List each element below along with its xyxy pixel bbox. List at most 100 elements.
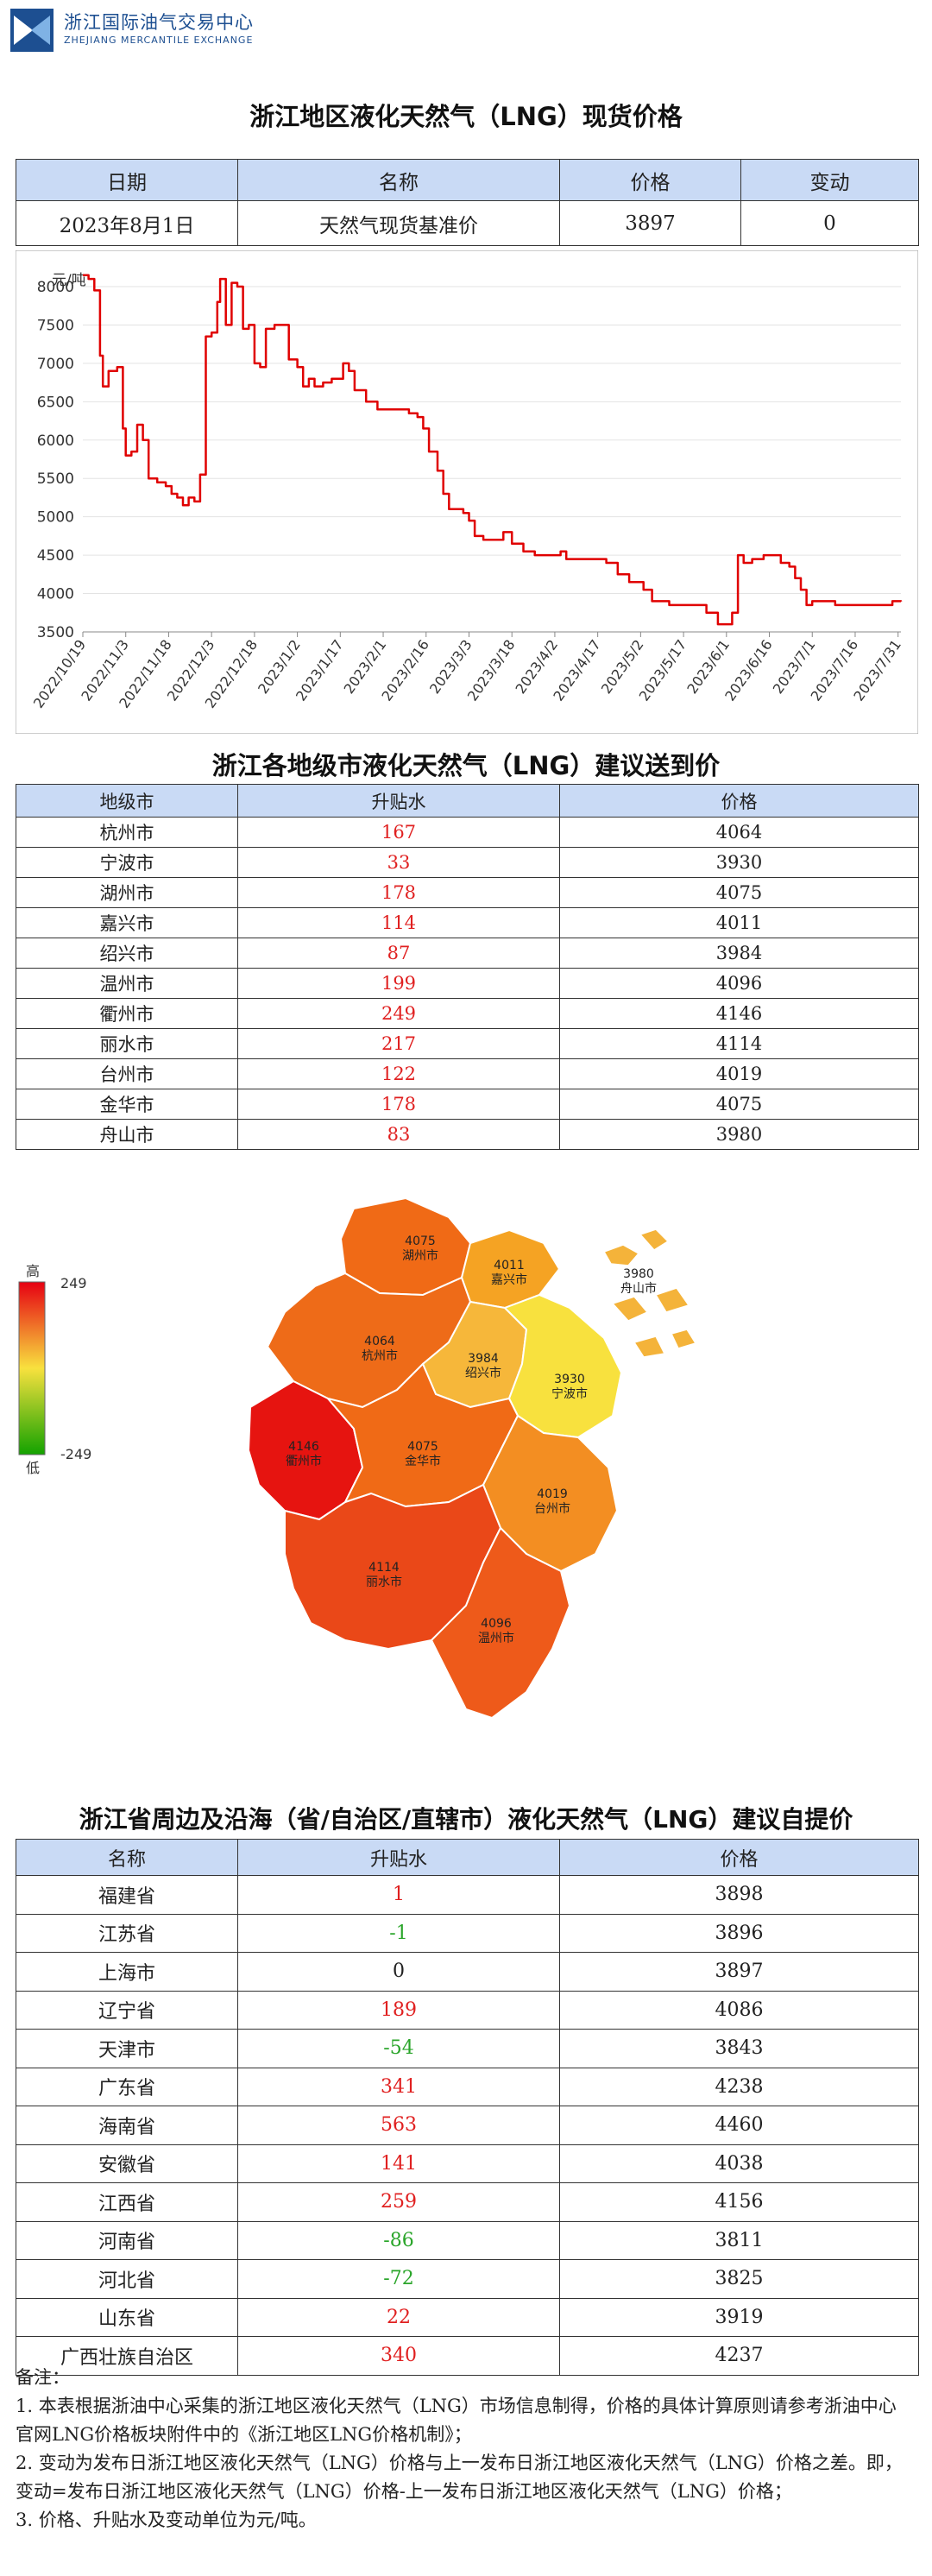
map-city-label: 杭州市 [362,1348,398,1363]
table-row: 舟山市 83 3980 [16,1119,919,1150]
city-name-cell: 舟山市 [16,1119,238,1150]
city-name-cell: 宁波市 [16,847,238,878]
price-cell: 3811 [559,2220,919,2260]
premium-cell: 167 [237,817,560,848]
price-cell: 4038 [559,2144,919,2183]
note-3: 3. 价格、升贴水及变动单位为元/吨。 [16,2510,317,2530]
premium-cell: 122 [237,1058,560,1089]
spot-price-title: 浙江地区液化天然气（LNG）现货价格 [249,102,683,131]
y-axis-label: 元/吨 [52,272,86,289]
premium-cell: 259 [237,2182,560,2222]
province-name-cell: 安徽省 [16,2144,238,2183]
date-cell: 2023年8月1日 [16,200,238,246]
column-header: 变动 [740,159,919,201]
premium-cell: 217 [237,1028,560,1059]
y-tick-label: 4500 [37,547,74,565]
price-cell: 4086 [559,1990,919,2030]
price-cell: 4238 [559,2067,919,2106]
province-name-cell: 上海市 [16,1952,238,1992]
column-header: 升贴水 [237,784,560,818]
map-city-label: 绍兴市 [465,1366,501,1380]
map-city-label: 台州市 [534,1501,570,1516]
price-cell: 3898 [559,1875,919,1915]
price-cell: 3825 [559,2259,919,2299]
map-price-label: 4114 [368,1561,400,1575]
y-tick-label: 5500 [37,470,74,488]
premium-cell: 141 [237,2144,560,2183]
y-tick-label: 3500 [37,624,74,641]
price-cell: 3930 [559,847,919,878]
price-cell: 3984 [559,938,919,969]
premium-cell: 178 [237,1089,560,1120]
exchange-name: 浙江国际油气交易中心 [64,12,254,33]
premium-cell: 22 [237,2297,560,2337]
premium-cell: 189 [237,1990,560,2030]
map-city-label: 衢州市 [286,1454,322,1468]
legend-min-label: -249 [60,1446,91,1462]
premium-cell: 87 [237,938,560,969]
table-header-row: 名称 升贴水 价格 [16,1839,919,1876]
city-price-title: 浙江各地级市液化天然气（LNG）建议送到价 [211,751,721,780]
price-cell: 4156 [559,2182,919,2222]
table-row: 河北省 -72 3825 [16,2259,919,2299]
note-1: 1. 本表根据浙油中心采集的浙江地区液化天然气（LNG）市场信息制得，价格的具体… [16,2396,897,2445]
y-tick-label: 6500 [37,394,74,411]
legend-color-scale [18,1281,46,1455]
coastal-price-title: 浙江省周边及沿海（省/自治区/直辖市）液化天然气（LNG）建议自提价 [79,1805,853,1834]
price-cell: 4096 [559,968,919,999]
map-price-label: 3930 [554,1373,585,1386]
zhoushan-islands [594,1228,697,1382]
price-cell: 3896 [559,1913,919,1953]
map-city-label: 舟山市 [620,1281,657,1296]
table-row: 上海市 0 3897 [16,1952,919,1992]
city-name-cell: 衢州市 [16,998,238,1029]
table-row: 江苏省 -1 3896 [16,1913,919,1953]
premium-cell: 563 [237,2106,560,2145]
price-series-line [83,274,903,626]
map-price-label: 3984 [468,1352,499,1366]
table-header-row: 日期 名称 价格 变动 [16,159,919,201]
table-row: 丽水市 217 4114 [16,1028,919,1059]
coastal-price-table: 名称 升贴水 价格 福建省 1 3898 江苏省 -1 3896 上海市 0 3897 辽宁省 18… [16,1839,919,2376]
price-cell: 4460 [559,2106,919,2145]
map-price-label: 4146 [288,1440,319,1454]
table-row: 温州市 199 4096 [16,968,919,999]
exchange-name-en: ZHEJIANG MERCANTILE EXCHANGE [64,35,254,46]
price-cell: 4011 [559,907,919,938]
y-tick-label: 8000 [37,279,74,296]
map-region-ningbo [503,1293,623,1439]
city-name-cell: 温州市 [16,968,238,999]
table-row: 嘉兴市 114 4011 [16,907,919,938]
column-header: 名称 [16,1839,238,1876]
note-2: 2. 变动为发布日浙江地区液化天然气（LNG）价格与上一发布日浙江地区液化天然气… [16,2453,903,2502]
map-city-label: 金华市 [405,1454,441,1468]
province-name-cell: 河北省 [16,2259,238,2299]
price-cell: 3980 [559,1119,919,1150]
y-tick-label: 4000 [37,586,74,603]
name-cell: 天然气现货基准价 [237,200,560,246]
column-header: 地级市 [16,784,238,818]
map-price-label: 4064 [364,1335,395,1348]
table-row: 天津市 -54 3843 [16,2029,919,2068]
province-name-cell: 广东省 [16,2067,238,2106]
table-row: 辽宁省 189 4086 [16,1990,919,2030]
price-cell: 3897 [559,200,741,246]
map-city-label: 宁波市 [551,1386,588,1401]
column-header: 名称 [237,159,560,201]
table-row: 广西壮族自治区 340 4237 [16,2336,919,2376]
map-city-label: 嘉兴市 [491,1272,527,1287]
map-price-label: 4075 [407,1440,438,1454]
premium-cell: 340 [237,2336,560,2376]
premium-cell: 0 [237,1952,560,1992]
spot-price-table: 日期 名称 价格 变动 2023年8月1日 天然气现货基准价 3897 0 [16,159,919,246]
y-tick-label: 7000 [37,356,74,373]
y-tick-label: 5000 [37,509,74,527]
table-row: 山东省 22 3919 [16,2297,919,2337]
table-header-row: 地级市 升贴水 价格 [16,784,919,818]
column-header: 日期 [16,159,238,201]
table-row: 安徽省 141 4038 [16,2144,919,2183]
notes-title: 备注： [16,2367,70,2388]
city-name-cell: 台州市 [16,1058,238,1089]
chart-frame [16,250,918,734]
price-trend-chart: 元/吨 3500 4000 4500 5000 5500 6000 6500 7000 7500… [16,250,918,734]
